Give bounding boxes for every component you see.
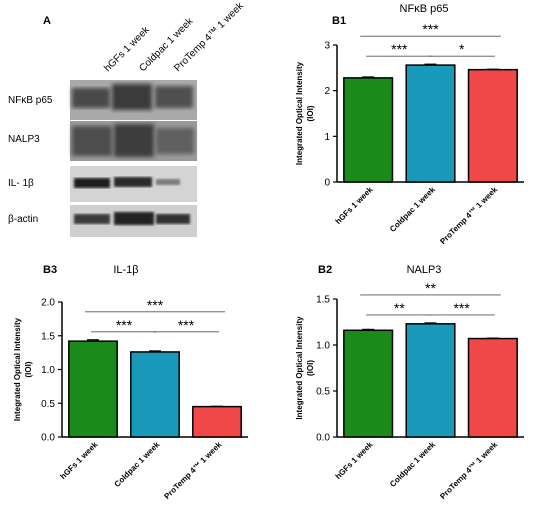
bar-2: [467, 337, 518, 438]
category-label: ProTemp 4™ 1 week: [162, 440, 223, 501]
y-tick-label: 0.5: [316, 387, 330, 398]
y-tick-label: 1.5: [41, 331, 55, 342]
y-axis-label: (IOI): [306, 105, 315, 121]
panel-b2-chart: B2 NALP3 0.0 0.5 1.0 1.5 Integrated Optical …: [295, 264, 524, 501]
lane-label-protemp: ProTemp 4™ 1 week: [172, 0, 246, 74]
y-tick-label: 0.5: [41, 399, 55, 410]
y-axis-label: Integrated Optical Intensity: [13, 317, 22, 421]
panel-letter-b3: B3: [43, 264, 57, 276]
blot-row-label-il1b: IL- 1β: [8, 178, 34, 189]
bar-1: [405, 64, 456, 183]
panel-letter-b2: B2: [318, 264, 332, 276]
bar-1: [405, 323, 456, 438]
category-label: ProTemp 4™ 1 week: [438, 440, 499, 501]
category-label: Coldpac 1 week: [113, 440, 162, 489]
category-label: hGFs 1 week: [334, 440, 375, 481]
bar-1: [130, 351, 180, 438]
significance-label: ***: [147, 297, 164, 313]
blot-row-label-nalp3: NALP3: [8, 134, 40, 145]
significance-label: *: [459, 41, 465, 57]
significance-label: **: [394, 300, 405, 316]
y-tick-label: 0: [324, 178, 330, 189]
y-axis-label: Integrated Optical Intensity: [295, 61, 304, 165]
bar-2: [192, 405, 242, 438]
y-axis-label: Integrated Optical Intensity: [295, 316, 304, 420]
blot-band-il1b: [70, 166, 197, 202]
bar-0: [343, 77, 394, 183]
blot-row-label-actin: β-actin: [8, 214, 38, 225]
significance-label: ***: [422, 21, 439, 37]
category-label: hGFs 1 week: [58, 440, 99, 481]
y-tick-label: 2: [324, 86, 330, 97]
panel-b3-chart: B3 IL-1β 0.0 0.5 1.0 1.5 2.0 Integrated Optic…: [13, 264, 248, 501]
y-tick-label: 0.0: [41, 433, 55, 444]
blot-row-label-nfkb: NFκB p65: [8, 95, 53, 106]
y-tick-label: 2.0: [41, 298, 55, 309]
blot-band-actin: [70, 205, 197, 237]
chart-title: NALP3: [407, 264, 442, 276]
y-axis-label: (IOI): [24, 361, 33, 377]
y-axis-label: (IOI): [306, 360, 315, 376]
category-label: hGFs 1 week: [334, 185, 375, 226]
chart-title: IL-1β: [113, 264, 138, 276]
bar-0: [343, 329, 394, 438]
category-label: Coldpac 1 week: [388, 440, 437, 489]
panel-b1-chart: B1 NFκB p65 0 1 2 3 Integrated Optical Inten…: [295, 3, 524, 246]
y-tick-label: 1: [324, 132, 330, 143]
panel-letter-a: A: [43, 15, 51, 27]
blot-band-nalp3: [70, 121, 197, 161]
y-tick-label: 1.0: [41, 365, 55, 376]
bar-0: [68, 340, 118, 438]
y-tick-label: 1.0: [316, 341, 330, 352]
panel-a-western-blot: A hGFs 1 week Coldpac 1 week ProTemp 4™ …: [8, 0, 246, 237]
significance-label: ***: [391, 41, 408, 57]
significance-label: ***: [116, 317, 133, 333]
category-label: Coldpac 1 week: [388, 185, 437, 234]
significance-label: ***: [453, 300, 470, 316]
blot-band-nfkb: [70, 80, 197, 120]
panel-letter-b1: B1: [332, 15, 346, 27]
y-tick-label: 3: [324, 41, 330, 52]
y-tick-label: 1.5: [316, 295, 330, 306]
chart-title: NFκB p65: [400, 3, 449, 15]
significance-label: ***: [178, 317, 195, 333]
significance-label: **: [425, 280, 436, 296]
bar-2: [467, 68, 518, 183]
category-label: ProTemp 4™ 1 week: [438, 185, 499, 246]
y-tick-label: 0.0: [316, 433, 330, 444]
